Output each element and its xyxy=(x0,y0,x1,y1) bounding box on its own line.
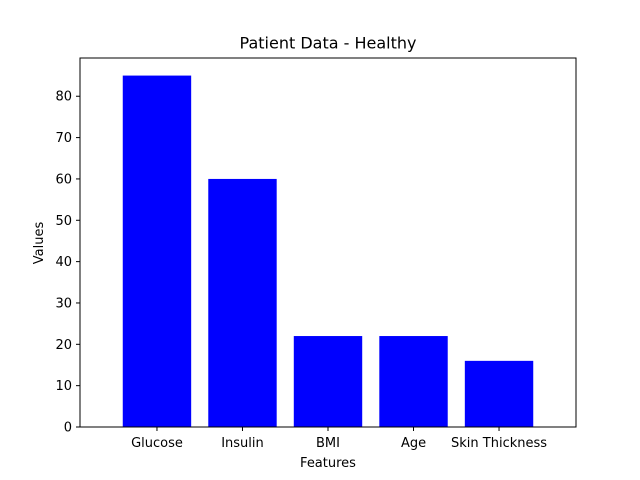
x-tick-label: BMI xyxy=(316,436,340,451)
y-tick-label: 10 xyxy=(55,379,72,394)
y-tick-label: 60 xyxy=(55,172,72,187)
bar-bmi xyxy=(293,336,363,427)
bar-glucose xyxy=(122,75,192,428)
y-axis-ticks: 0 10 20 30 40 50 60 70 80 xyxy=(55,90,80,436)
x-tick-label: Age xyxy=(401,436,426,451)
y-tick-label: 80 xyxy=(55,90,72,105)
y-tick-label: 0 xyxy=(64,421,72,436)
bar-skin-thickness xyxy=(464,360,534,427)
y-axis-title: Values xyxy=(32,222,47,265)
bars-layer xyxy=(122,75,534,428)
x-axis-ticks: Glucose Insulin BMI Age Skin Thickness xyxy=(131,427,547,451)
bar-age xyxy=(379,336,448,427)
x-tick-label: Skin Thickness xyxy=(451,436,547,451)
y-tick-label: 30 xyxy=(55,296,72,311)
y-tick-label: 70 xyxy=(55,131,72,146)
x-axis-title: Features xyxy=(300,456,356,471)
y-tick-label: 40 xyxy=(55,255,72,270)
y-tick-label: 50 xyxy=(55,214,72,229)
bar-insulin xyxy=(208,178,277,427)
plot-frame xyxy=(79,57,577,428)
x-tick-label: Glucose xyxy=(131,436,183,451)
chart-title: Patient Data - Healthy xyxy=(240,34,417,53)
x-tick-label: Insulin xyxy=(221,436,264,451)
y-tick-label: 20 xyxy=(55,338,72,353)
